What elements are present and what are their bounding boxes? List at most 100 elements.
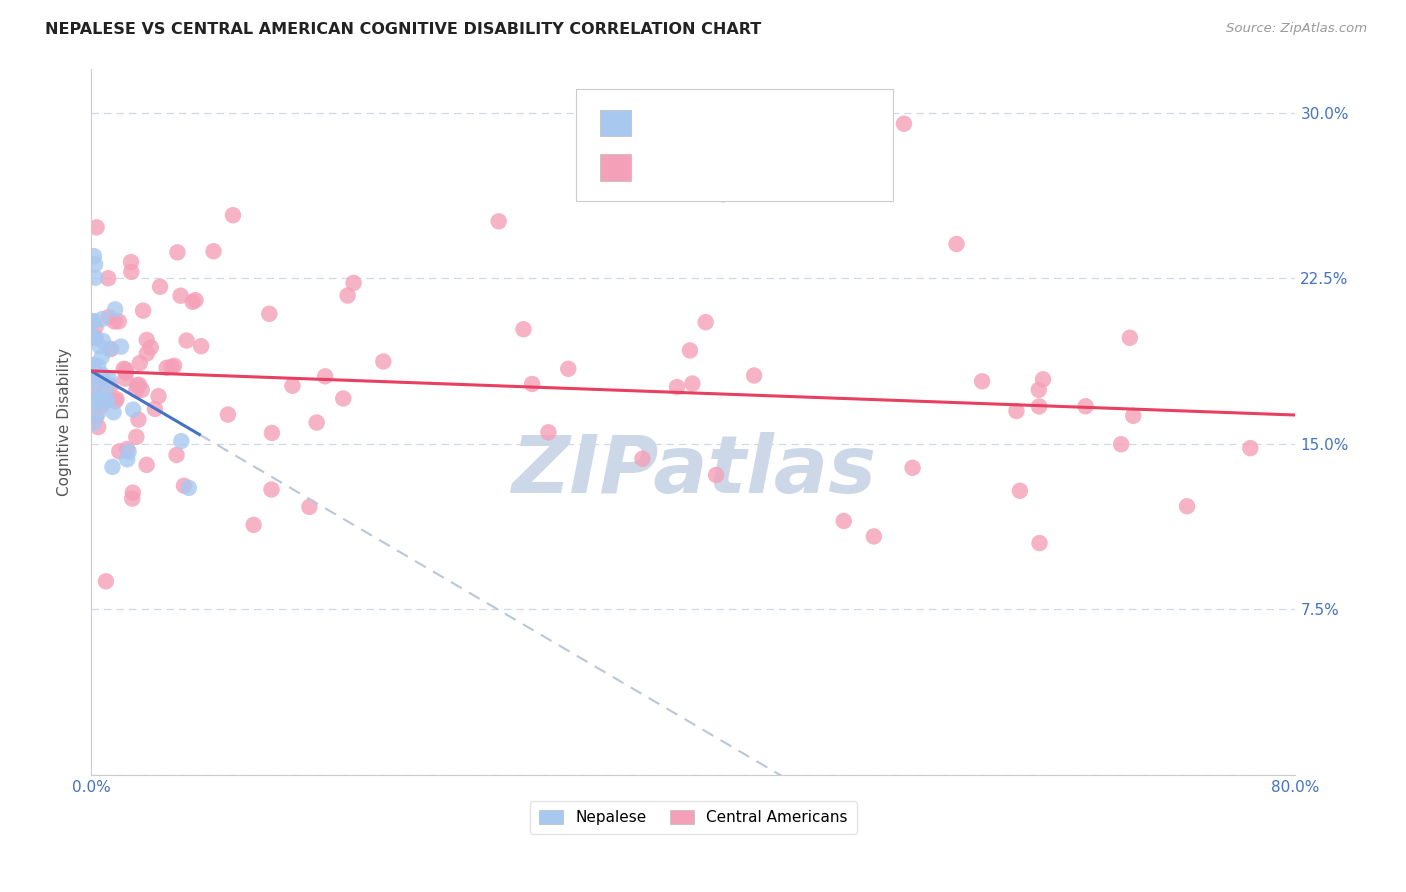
Point: [135, 458, 157, 472]
Point: [901, 460, 924, 475]
Text: Source: ZipAtlas.com: Source: ZipAtlas.com: [1226, 22, 1367, 36]
Legend: Nepalese, Central Americans: Nepalese, Central Americans: [530, 801, 856, 834]
Text: ZIPatlas: ZIPatlas: [510, 432, 876, 510]
Point: [260, 483, 283, 497]
Point: [98, 342, 121, 356]
Point: [1005, 404, 1028, 418]
Point: [82, 367, 104, 381]
Point: [82, 329, 104, 343]
Point: [305, 416, 328, 430]
Point: [893, 117, 915, 131]
Point: [1028, 400, 1050, 414]
Point: [114, 362, 136, 376]
Point: [117, 444, 139, 458]
Y-axis label: Cognitive Disability: Cognitive Disability: [58, 348, 72, 496]
Point: [1119, 331, 1142, 345]
Point: [84, 331, 107, 345]
Point: [91, 368, 114, 382]
Point: [176, 334, 198, 348]
Point: [115, 442, 138, 456]
Text: NEPALESE VS CENTRAL AMERICAN COGNITIVE DISABILITY CORRELATION CHART: NEPALESE VS CENTRAL AMERICAN COGNITIVE D…: [45, 22, 761, 37]
Point: [135, 333, 157, 347]
Point: [121, 491, 143, 506]
Point: [120, 255, 142, 269]
Point: [83, 416, 105, 430]
Text: R =: R =: [643, 113, 678, 128]
Point: [84, 410, 107, 425]
Point: [84, 257, 107, 271]
Point: [87, 420, 110, 434]
Point: [945, 237, 967, 252]
Point: [704, 467, 727, 482]
Point: [82, 370, 104, 384]
Point: [131, 383, 153, 397]
Point: [128, 356, 150, 370]
Point: [96, 392, 118, 407]
Point: [82, 314, 104, 328]
Point: [82, 331, 104, 345]
Point: [103, 314, 125, 328]
Point: [1028, 536, 1050, 550]
Point: [557, 361, 579, 376]
Point: [832, 514, 855, 528]
Text: -0.338: -0.338: [685, 113, 742, 128]
Point: [1074, 399, 1097, 413]
Point: [173, 479, 195, 493]
Point: [281, 378, 304, 392]
Point: [112, 362, 135, 376]
Point: [1028, 383, 1050, 397]
Point: [1032, 372, 1054, 386]
Point: [170, 434, 193, 449]
Point: [89, 392, 111, 406]
Point: [742, 368, 765, 383]
Point: [972, 374, 994, 388]
Point: [110, 340, 132, 354]
Point: [202, 244, 225, 259]
Point: [520, 376, 543, 391]
Point: [86, 376, 108, 390]
Point: [1239, 441, 1261, 455]
Point: [148, 389, 170, 403]
Point: [101, 459, 124, 474]
Point: [681, 376, 703, 391]
Point: [1122, 409, 1144, 423]
Point: [105, 392, 128, 407]
Point: [143, 401, 166, 416]
Point: [83, 392, 105, 406]
Point: [104, 302, 127, 317]
Point: [115, 452, 138, 467]
Point: [84, 320, 107, 334]
Point: [863, 529, 886, 543]
Point: [84, 380, 107, 394]
Point: [91, 312, 114, 326]
Point: [1109, 437, 1132, 451]
Point: [82, 359, 104, 373]
Point: [259, 307, 281, 321]
Point: [115, 366, 138, 380]
Point: [1175, 500, 1198, 514]
Point: [711, 187, 734, 202]
Point: [1008, 483, 1031, 498]
Point: [177, 481, 200, 495]
Point: [104, 394, 127, 409]
Point: [135, 346, 157, 360]
Point: [163, 359, 186, 373]
Point: [332, 392, 354, 406]
Point: [512, 322, 534, 336]
Point: [114, 372, 136, 386]
Point: [83, 358, 105, 372]
Text: R =: R =: [643, 158, 678, 172]
Point: [695, 315, 717, 329]
Point: [84, 270, 107, 285]
Point: [103, 405, 125, 419]
Point: [156, 360, 179, 375]
Point: [86, 220, 108, 235]
Point: [94, 393, 117, 408]
Point: [127, 378, 149, 392]
Point: [87, 407, 110, 421]
Point: [100, 378, 122, 392]
Point: [222, 208, 245, 222]
Text: 39: 39: [794, 113, 817, 128]
Point: [91, 334, 114, 348]
Text: N =: N =: [758, 158, 794, 172]
